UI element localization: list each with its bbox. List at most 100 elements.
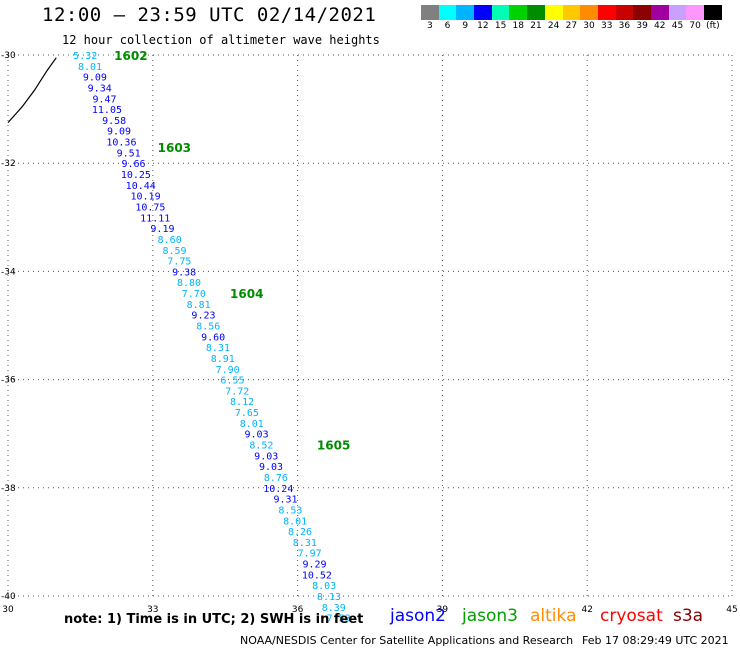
wave-height-value: 9.58 — [102, 116, 126, 127]
color-scale-labels: 3 6 9 12 15 18 21 24 27 30 33 36 39 42 45 70 (ft) — [421, 21, 722, 31]
scale-swatch — [421, 5, 439, 20]
chart-title: 12:00 — 23:59 UTC 02/14/2021 — [42, 4, 377, 26]
scale-swatch — [474, 5, 492, 20]
wave-height-value: 8.31 — [206, 343, 230, 354]
scale-swatch — [562, 5, 581, 20]
wave-height-value: 9.29 — [302, 560, 326, 571]
scale-label: 36 — [618, 21, 631, 31]
wave-height-value: 10.52 — [302, 570, 332, 581]
wave-height-value: 9.19 — [150, 224, 174, 235]
wave-height-value: 11.05 — [92, 105, 122, 116]
wave-height-value: 7.72 — [225, 386, 249, 397]
scale-swatch — [633, 5, 651, 20]
footer-note: note: 1) Time is in UTC; 2) SWH is in fe… — [64, 612, 364, 627]
coastline — [7, 57, 57, 124]
scale-label: 15 — [494, 21, 507, 31]
scale-swatch — [650, 5, 669, 20]
wave-height-value: 8.76 — [264, 473, 288, 484]
wave-height-value: 8.39 — [322, 603, 346, 614]
wave-height-value: 8.80 — [177, 278, 201, 289]
wave-height-value: 9.38 — [172, 267, 196, 278]
wave-height-value: 8.12 — [230, 397, 254, 408]
wave-height-value: 8.01 — [240, 419, 264, 430]
wave-height-value: 8.56 — [196, 322, 220, 333]
scale-label: 12 — [477, 21, 489, 31]
wave-height-value: 10.44 — [126, 181, 156, 192]
wave-height-value: 9.03 — [245, 430, 269, 441]
wave-height-value: 9.31 — [273, 495, 297, 506]
scale-label: 45 — [671, 21, 684, 31]
wave-height-value: 9.09 — [83, 73, 107, 84]
scale-swatch — [668, 5, 687, 20]
wave-height-value: 8.53 — [278, 505, 302, 516]
wave-height-value: 9.03 — [259, 462, 283, 473]
wave-height-value: 7.75 — [167, 257, 191, 268]
x-tick-label: 36 — [292, 605, 304, 615]
time-label: 1603 — [158, 141, 191, 155]
wave-height-value: 7.70 — [182, 289, 206, 300]
scale-label: 18 — [512, 21, 524, 31]
wave-height-value: 8.01 — [78, 62, 102, 73]
chart-subtitle: 12 hour collection of altimeter wave hei… — [62, 33, 380, 47]
scale-swatch — [509, 5, 528, 20]
wave-height-value: 5.32 — [73, 51, 97, 62]
wave-height-value: 7.65 — [235, 408, 259, 419]
wave-height-value: 10.25 — [121, 170, 151, 181]
color-scale-bar — [421, 5, 722, 20]
scale-swatch — [686, 5, 704, 20]
wave-height-value: 10.75 — [135, 202, 165, 213]
scale-label: 3 — [426, 21, 433, 31]
y-tick-label: -38 — [1, 484, 16, 494]
mission-jason2: jason2 — [390, 606, 446, 626]
x-tick-label: 30 — [2, 605, 14, 615]
wave-height-value: 9.47 — [92, 94, 116, 105]
scale-label: 9 — [462, 21, 469, 31]
y-tick-label: -32 — [1, 159, 16, 169]
wave-height-value: 8.26 — [288, 527, 312, 538]
mission-jason3: jason3 — [462, 606, 518, 626]
scale-swatch — [580, 5, 598, 20]
wave-height-value: 9.66 — [121, 159, 145, 170]
wave-height-value: 9.09 — [107, 127, 131, 138]
time-label: 1604 — [230, 287, 263, 301]
scale-label: 30 — [583, 21, 595, 31]
scale-label: (ft) — [706, 21, 720, 31]
scale-swatch — [491, 5, 510, 20]
wave-height-value: 7.90 — [216, 365, 240, 376]
footer-timestamp: Feb 17 08:29:49 UTC 2021 — [582, 634, 729, 647]
wave-height-value: 8.60 — [158, 235, 182, 246]
wave-height-value: 11.11 — [140, 213, 170, 224]
scale-swatch — [438, 5, 457, 20]
mission-s3a: s3a — [673, 606, 704, 626]
wave-height-value: 9.03 — [254, 451, 278, 462]
time-label: 1605 — [317, 439, 350, 453]
y-tick-label: -30 — [1, 51, 16, 61]
wave-height-value: 8.31 — [293, 538, 317, 549]
wave-height-value: 8.91 — [211, 354, 235, 365]
scale-label: 6 — [444, 21, 451, 31]
wave-height-value: 10.19 — [131, 192, 161, 203]
time-label: 1602 — [114, 49, 147, 63]
y-tick-label: -40 — [1, 592, 16, 602]
scale-label: 42 — [654, 21, 666, 31]
scale-swatch — [704, 5, 722, 20]
wave-height-value: 8.59 — [162, 246, 186, 257]
wave-height-value: 8.03 — [312, 581, 336, 592]
y-tick-label: -36 — [1, 376, 16, 386]
wave-height-value: 7.97 — [298, 549, 322, 560]
wave-height-value: 7.53 — [327, 614, 351, 625]
y-tick-label: -34 — [1, 267, 16, 277]
wave-height-value: 8.01 — [283, 516, 307, 527]
scale-label: 70 — [689, 21, 701, 31]
wave-height-value: 9.34 — [88, 83, 112, 94]
wave-height-value: 9.23 — [191, 311, 215, 322]
scale-swatch — [456, 5, 475, 20]
scale-swatch — [597, 5, 616, 20]
wave-height-value: 9.60 — [201, 332, 225, 343]
scale-swatch — [615, 5, 634, 20]
wave-height-value: 6.55 — [220, 376, 244, 387]
scale-label: 24 — [547, 21, 560, 31]
wave-height-value: 8.52 — [249, 441, 273, 452]
wave-height-value: 8.81 — [187, 300, 211, 311]
